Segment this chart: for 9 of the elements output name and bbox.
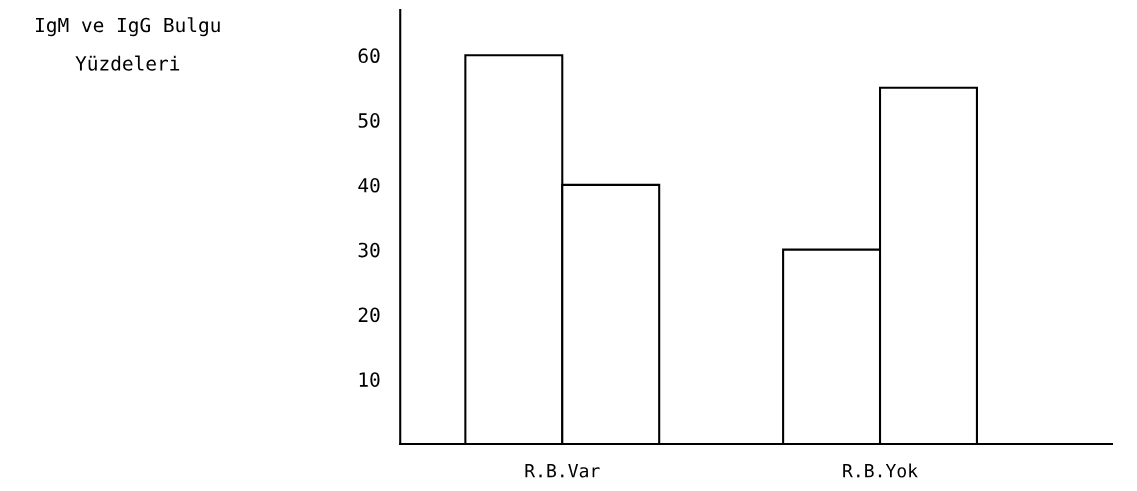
y-tick-label: 20 <box>358 307 380 323</box>
x-tick-label: R.B.Yok <box>843 463 918 478</box>
y-tick-label: 60 <box>358 48 380 64</box>
text: IgM ve IgG Bulgu Yüzdeleri <box>36 17 220 71</box>
y-tick-label: 40 <box>358 177 380 193</box>
x-tick-label: R.B.Var <box>525 464 600 478</box>
y-tick-label: 10 <box>359 372 380 387</box>
y-tick-label: 50 <box>358 113 380 128</box>
y-tick-label: 30 <box>358 242 380 258</box>
